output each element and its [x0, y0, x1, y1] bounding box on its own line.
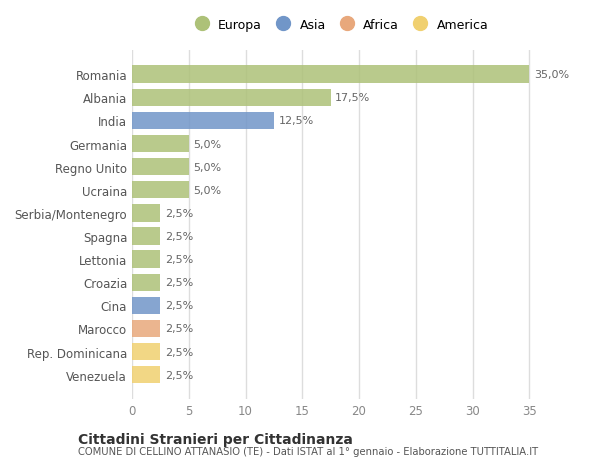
Text: COMUNE DI CELLINO ATTANASIO (TE) - Dati ISTAT al 1° gennaio - Elaborazione TUTTI: COMUNE DI CELLINO ATTANASIO (TE) - Dati …: [78, 447, 538, 456]
Text: 17,5%: 17,5%: [335, 93, 370, 103]
Text: 2,5%: 2,5%: [165, 370, 193, 380]
Text: 35,0%: 35,0%: [534, 70, 569, 80]
Legend: Europa, Asia, Africa, America: Europa, Asia, Africa, America: [192, 15, 492, 35]
Text: 2,5%: 2,5%: [165, 324, 193, 334]
Text: 2,5%: 2,5%: [165, 301, 193, 311]
Text: 2,5%: 2,5%: [165, 278, 193, 287]
Bar: [132, 274, 160, 291]
Text: 2,5%: 2,5%: [165, 208, 193, 218]
Bar: [132, 297, 160, 314]
Bar: [132, 343, 160, 360]
Bar: [132, 182, 189, 199]
Text: 2,5%: 2,5%: [165, 347, 193, 357]
Bar: [132, 320, 160, 337]
Bar: [132, 135, 189, 153]
Bar: [132, 159, 189, 176]
Text: 5,0%: 5,0%: [193, 139, 221, 149]
Text: 2,5%: 2,5%: [165, 231, 193, 241]
Text: 5,0%: 5,0%: [193, 185, 221, 195]
Bar: [132, 67, 529, 84]
Bar: [132, 228, 160, 245]
Bar: [132, 90, 331, 106]
Bar: [132, 366, 160, 383]
Text: Cittadini Stranieri per Cittadinanza: Cittadini Stranieri per Cittadinanza: [78, 432, 353, 446]
Text: 2,5%: 2,5%: [165, 255, 193, 264]
Bar: [132, 205, 160, 222]
Text: 12,5%: 12,5%: [278, 116, 314, 126]
Bar: [132, 112, 274, 130]
Bar: [132, 251, 160, 268]
Text: 5,0%: 5,0%: [193, 162, 221, 172]
